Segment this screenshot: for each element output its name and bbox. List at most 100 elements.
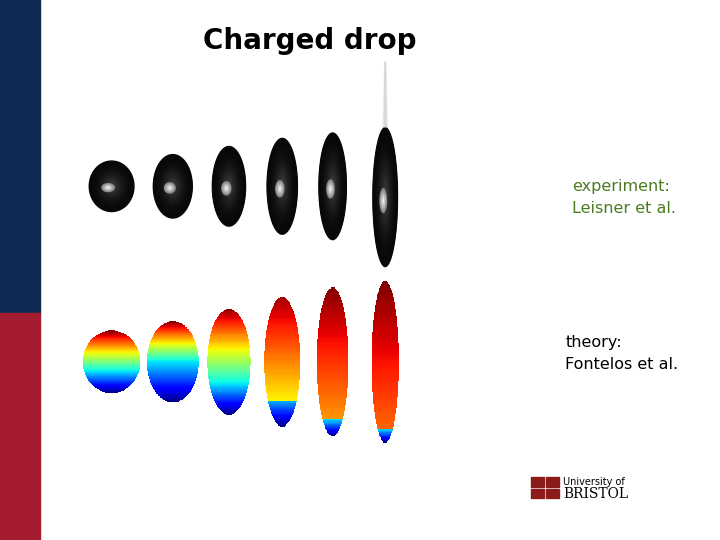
Polygon shape xyxy=(266,386,299,387)
Polygon shape xyxy=(148,373,197,374)
Polygon shape xyxy=(171,184,174,188)
Polygon shape xyxy=(267,140,297,232)
Polygon shape xyxy=(372,332,398,333)
Polygon shape xyxy=(269,144,296,229)
Polygon shape xyxy=(213,398,245,399)
Polygon shape xyxy=(323,305,343,306)
Polygon shape xyxy=(209,343,249,344)
Polygon shape xyxy=(381,173,390,221)
Polygon shape xyxy=(372,129,398,266)
Polygon shape xyxy=(267,396,297,397)
Polygon shape xyxy=(372,362,399,363)
Polygon shape xyxy=(163,399,183,400)
Polygon shape xyxy=(317,358,348,359)
Polygon shape xyxy=(168,180,177,193)
Polygon shape xyxy=(172,185,174,188)
Polygon shape xyxy=(320,313,345,315)
Polygon shape xyxy=(214,400,244,401)
Polygon shape xyxy=(266,392,298,393)
Polygon shape xyxy=(149,346,197,347)
Polygon shape xyxy=(148,368,198,369)
Polygon shape xyxy=(374,404,397,405)
Polygon shape xyxy=(156,330,189,332)
Polygon shape xyxy=(264,366,300,367)
Polygon shape xyxy=(372,364,399,366)
Polygon shape xyxy=(268,399,297,400)
Polygon shape xyxy=(266,138,298,235)
Polygon shape xyxy=(374,408,397,409)
Polygon shape xyxy=(210,334,248,335)
Polygon shape xyxy=(212,146,246,227)
Polygon shape xyxy=(330,188,331,190)
Polygon shape xyxy=(220,313,238,314)
Polygon shape xyxy=(318,338,348,340)
Polygon shape xyxy=(265,345,300,346)
Polygon shape xyxy=(210,383,248,384)
Polygon shape xyxy=(266,391,298,392)
Polygon shape xyxy=(372,367,399,368)
Polygon shape xyxy=(328,182,333,196)
Polygon shape xyxy=(322,306,343,307)
Polygon shape xyxy=(212,394,246,395)
Polygon shape xyxy=(275,163,289,210)
Polygon shape xyxy=(374,313,396,314)
Polygon shape xyxy=(264,362,300,363)
Polygon shape xyxy=(374,409,396,410)
Polygon shape xyxy=(320,403,346,404)
Polygon shape xyxy=(320,318,346,320)
Polygon shape xyxy=(207,357,251,358)
Polygon shape xyxy=(264,361,300,362)
Polygon shape xyxy=(171,183,175,190)
Polygon shape xyxy=(318,382,348,383)
Polygon shape xyxy=(156,160,189,213)
Polygon shape xyxy=(318,388,348,389)
Polygon shape xyxy=(383,187,387,207)
Polygon shape xyxy=(317,359,348,361)
Polygon shape xyxy=(265,347,300,348)
Bar xyxy=(531,489,544,498)
Polygon shape xyxy=(323,301,342,302)
Polygon shape xyxy=(269,320,296,321)
Polygon shape xyxy=(209,344,249,345)
Polygon shape xyxy=(271,150,294,222)
Polygon shape xyxy=(323,419,343,420)
Polygon shape xyxy=(211,392,247,393)
Polygon shape xyxy=(330,174,336,198)
Polygon shape xyxy=(207,364,251,366)
Polygon shape xyxy=(167,401,179,402)
Polygon shape xyxy=(268,400,297,401)
Polygon shape xyxy=(324,154,341,219)
Polygon shape xyxy=(377,296,393,297)
Polygon shape xyxy=(89,160,135,212)
Polygon shape xyxy=(275,165,289,208)
Polygon shape xyxy=(372,339,398,340)
Polygon shape xyxy=(320,315,345,316)
Polygon shape xyxy=(372,127,398,267)
Polygon shape xyxy=(276,181,284,197)
Polygon shape xyxy=(225,186,228,191)
Polygon shape xyxy=(270,408,294,409)
Polygon shape xyxy=(211,390,247,391)
Polygon shape xyxy=(317,350,348,352)
Polygon shape xyxy=(107,180,117,192)
Polygon shape xyxy=(268,143,297,230)
Polygon shape xyxy=(325,156,341,217)
Polygon shape xyxy=(329,288,336,290)
Polygon shape xyxy=(318,336,348,337)
Polygon shape xyxy=(325,297,341,299)
Polygon shape xyxy=(91,163,132,210)
Polygon shape xyxy=(372,355,399,356)
Polygon shape xyxy=(317,348,348,349)
Polygon shape xyxy=(207,366,251,367)
Polygon shape xyxy=(332,184,333,189)
Polygon shape xyxy=(278,185,282,192)
Polygon shape xyxy=(328,167,338,205)
Polygon shape xyxy=(276,170,288,203)
Polygon shape xyxy=(167,177,179,196)
Polygon shape xyxy=(210,387,248,388)
Polygon shape xyxy=(373,393,397,394)
Polygon shape xyxy=(207,363,251,364)
Polygon shape xyxy=(95,167,128,205)
Polygon shape xyxy=(212,147,246,226)
Polygon shape xyxy=(159,165,186,208)
